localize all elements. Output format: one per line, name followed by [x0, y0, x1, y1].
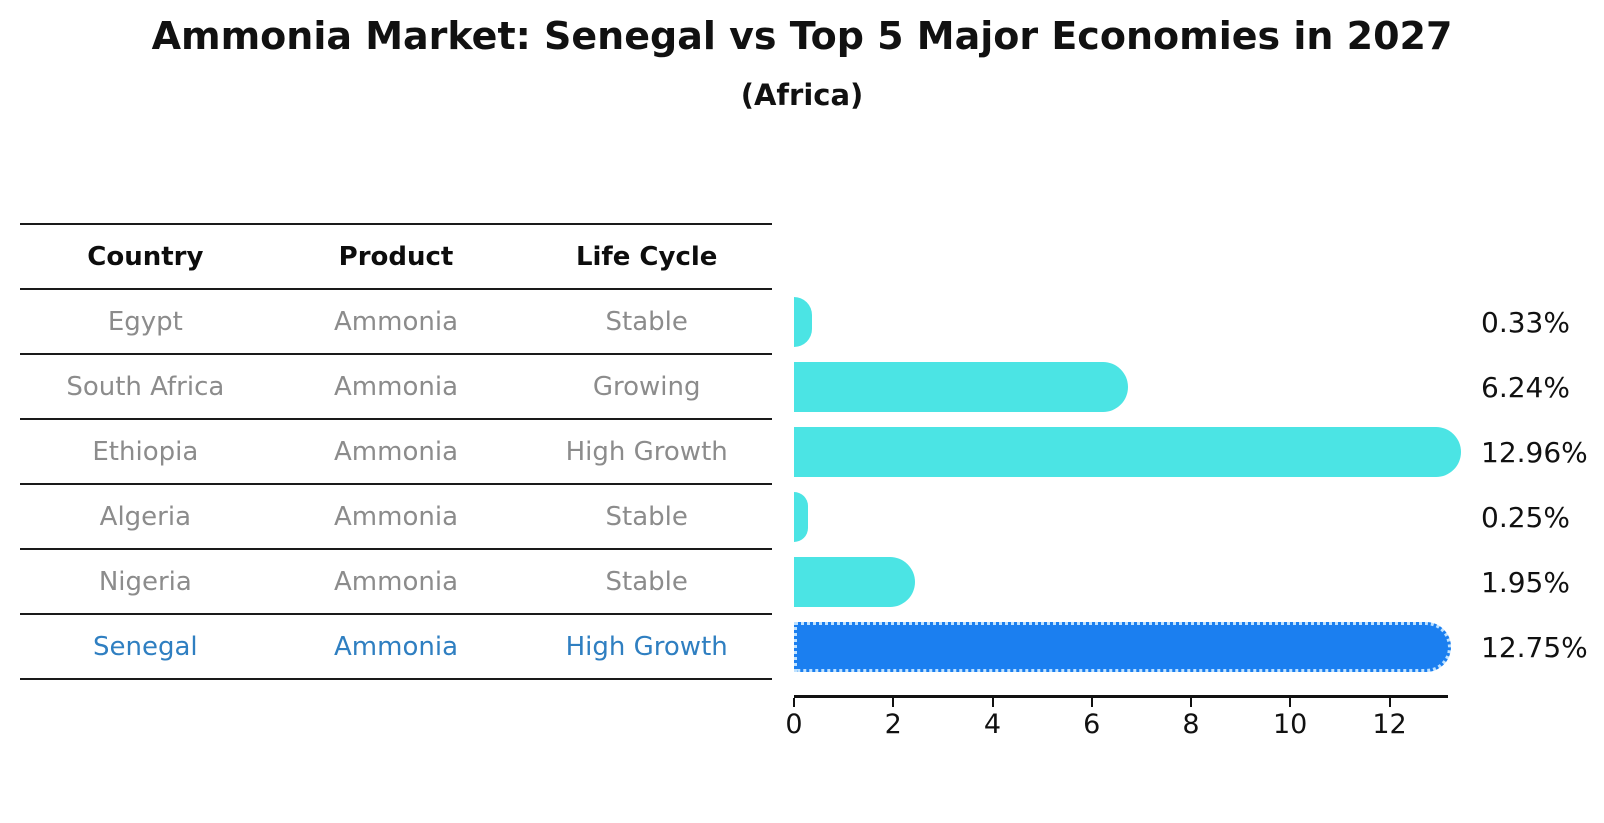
x-tick [1388, 698, 1391, 707]
cell-country: Egypt [107, 306, 183, 337]
bar-row [794, 550, 1449, 615]
table-body: Egypt Ammonia Stable South Africa Ammonia Gro… [20, 290, 772, 680]
bar-value-label: 6.24% [1481, 371, 1570, 404]
table-header-row: Country Product Life Cycle [20, 225, 772, 290]
cell-country: Ethiopia [92, 436, 199, 467]
bar-row [794, 615, 1451, 680]
x-tick-label: 12 [1372, 709, 1407, 740]
x-tick-label: 8 [1182, 709, 1200, 740]
cell-life-cycle: Stable [605, 306, 688, 337]
bar-value-label: 0.33% [1481, 306, 1570, 339]
cell-life-cycle: High Growth [565, 631, 728, 662]
x-tick [1090, 698, 1093, 707]
cell-life-cycle: Stable [605, 566, 688, 597]
bar-row [794, 355, 1449, 420]
header-country: Country [87, 241, 204, 272]
chart-title: Ammonia Market: Senegal vs Top 5 Major E… [151, 14, 1453, 58]
bar-south-africa [794, 362, 1128, 412]
cell-country: Algeria [99, 501, 192, 532]
table-row: Senegal Ammonia High Growth [20, 615, 772, 680]
cell-life-cycle: Growing [592, 371, 701, 402]
bar-value-label: 0.25% [1481, 501, 1570, 534]
table-row: Egypt Ammonia Stable [20, 290, 772, 355]
x-tick-label: 0 [785, 709, 803, 740]
header-life-cycle: Life Cycle [575, 241, 718, 272]
bar-row [794, 420, 1462, 485]
cell-life-cycle: High Growth [565, 436, 728, 467]
table-row: Nigeria Ammonia Stable [20, 550, 772, 615]
cell-life-cycle: Stable [605, 501, 688, 532]
x-tick [1289, 698, 1292, 707]
bar-plot-area [794, 290, 1462, 680]
table-row: South Africa Ammonia Growing [20, 355, 772, 420]
cell-product: Ammonia [334, 566, 458, 597]
header-product: Product [338, 241, 454, 272]
cell-product: Ammonia [334, 631, 458, 662]
x-axis-line [794, 695, 1448, 698]
chart-subtitle: (Africa) [740, 78, 864, 112]
bar-value-label: 1.95% [1481, 566, 1570, 599]
x-tick-label: 2 [884, 709, 902, 740]
x-tick [1190, 698, 1192, 707]
cell-country: South Africa [66, 371, 225, 402]
country-table: Country Product Life Cycle Egypt Ammonia S… [20, 223, 772, 680]
bar-nigeria [794, 557, 915, 607]
bar-value-label: 12.96% [1481, 436, 1588, 469]
x-tick [793, 698, 795, 707]
cell-product: Ammonia [334, 371, 458, 402]
bar-value-label: 12.75% [1481, 631, 1588, 664]
table-row: Algeria Ammonia Stable [20, 485, 772, 550]
x-tick-label: 10 [1273, 709, 1308, 740]
x-tick-label: 4 [983, 709, 1002, 740]
bar-algeria [794, 492, 809, 542]
cell-product: Ammonia [334, 501, 458, 532]
x-tick-label: 6 [1083, 709, 1101, 740]
bar-egypt [794, 297, 813, 347]
bar-senegal [794, 622, 1451, 672]
table-row: Ethiopia Ammonia High Growth [20, 420, 772, 485]
cell-country: Nigeria [98, 566, 192, 597]
cell-country: Senegal [93, 631, 198, 662]
cell-product: Ammonia [334, 306, 458, 337]
bar-ethiopia [794, 427, 1462, 477]
cell-product: Ammonia [334, 436, 458, 467]
bar-row [794, 290, 1449, 355]
bar-row [794, 485, 1449, 550]
x-tick [892, 698, 895, 707]
x-tick [991, 698, 994, 707]
x-axis: 0 2 4 6 8 10 12 [785, 695, 1449, 755]
